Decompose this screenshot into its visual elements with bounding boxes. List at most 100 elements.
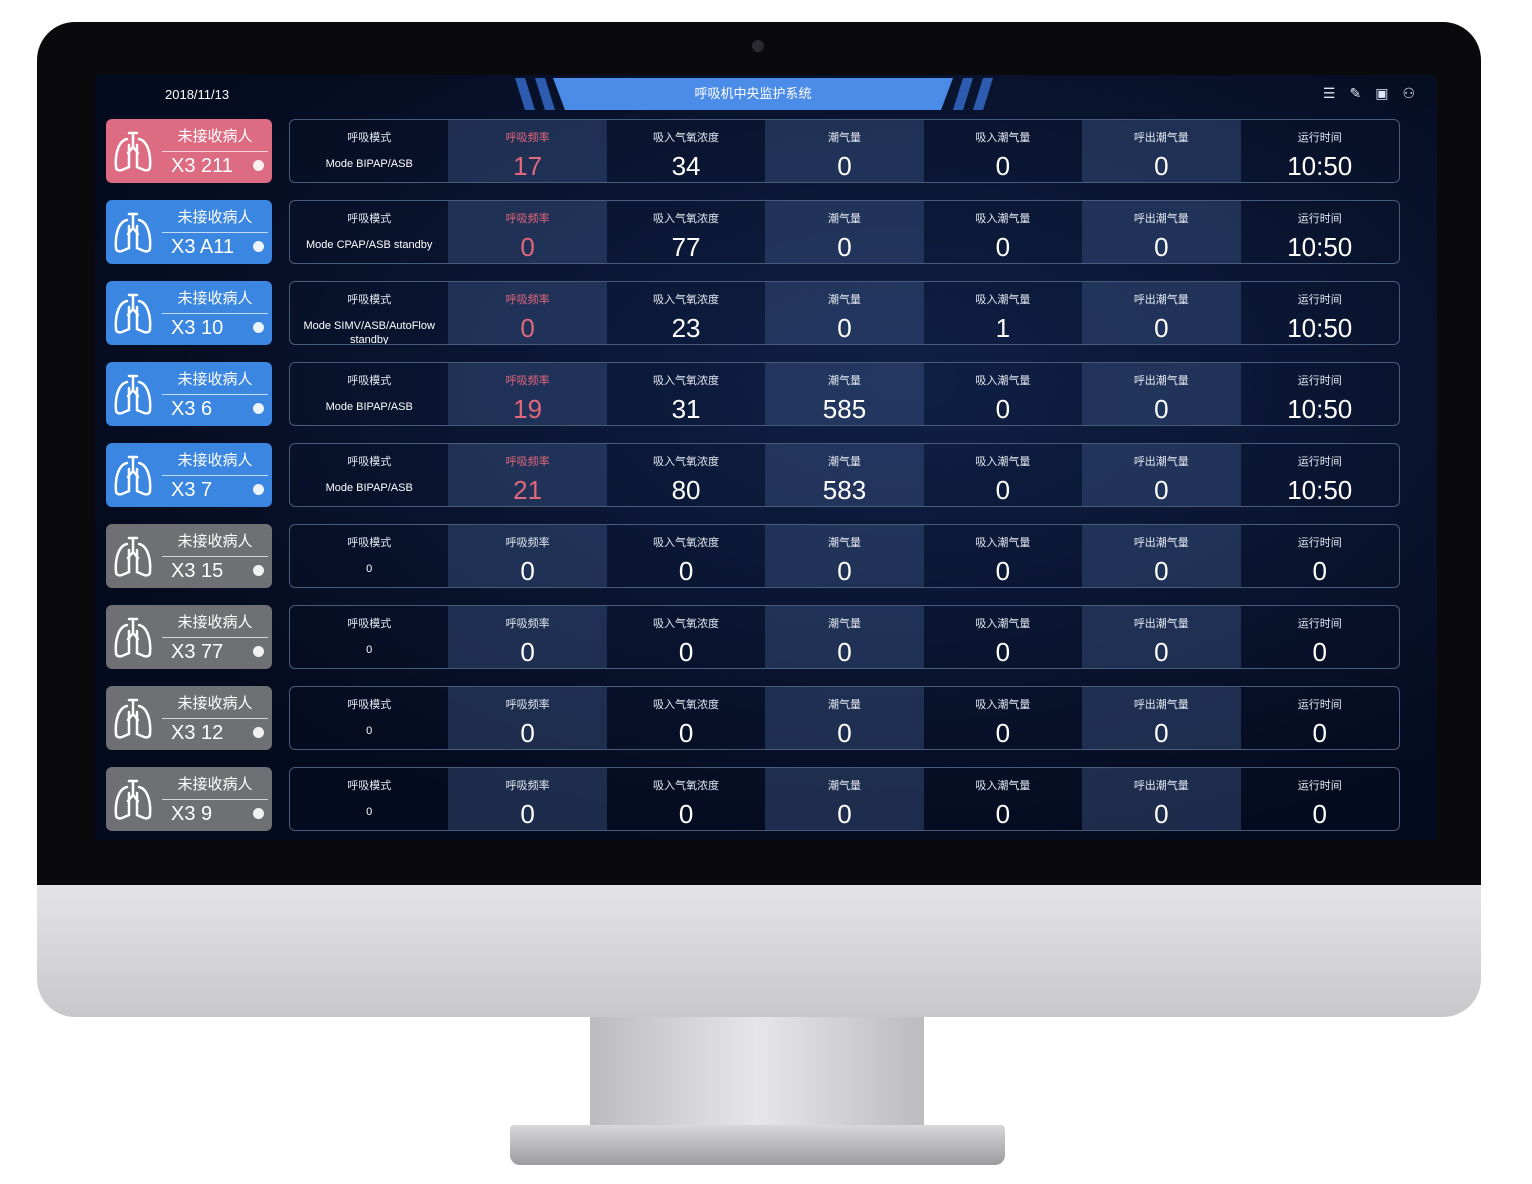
metric-value: 0	[837, 718, 852, 748]
metric-cell: 运行时间 10:50	[1241, 282, 1399, 344]
metric-value: 0	[1154, 151, 1169, 181]
metric-value: 0	[678, 556, 694, 586]
patient-row: 未接收病人 X3 15 呼吸模式 0 呼吸频率 0 吸入气氧浓度 0 潮气量 0 吸入潮气量 0 呼…	[106, 524, 1400, 588]
metric-cell: 吸入气氧浓度 31	[607, 363, 765, 425]
cell-label: 呼吸模式	[347, 132, 392, 144]
cell-label: 运行时间	[1297, 294, 1342, 306]
cell-label: 潮气量	[827, 294, 861, 306]
lungs-icon	[112, 534, 154, 578]
metric-cell: 呼出潮气量 0	[1082, 768, 1241, 830]
edit-note-icon[interactable]: ✎	[1349, 85, 1362, 101]
patient-status: 未接收病人	[162, 530, 268, 557]
edit-icon[interactable]	[253, 403, 264, 414]
metric-cell: 呼出潮气量 0	[1082, 525, 1241, 587]
edit-icon[interactable]	[253, 241, 264, 252]
cell-label: 呼吸频率	[505, 213, 550, 225]
lungs-icon	[112, 129, 154, 173]
metric-cell: 潮气量 0	[765, 120, 924, 182]
menu-list-icon[interactable]: ☰	[1322, 85, 1336, 101]
edit-icon[interactable]	[253, 727, 264, 738]
metric-cell: 吸入潮气量 0	[924, 687, 1082, 749]
bed-card[interactable]: 未接收病人 X3 10	[106, 281, 272, 345]
lungs-icon	[112, 210, 154, 254]
cell-label: 吸入气氧浓度	[653, 456, 720, 468]
edit-icon[interactable]	[253, 808, 264, 819]
layout-icon[interactable]: ▣	[1375, 85, 1389, 101]
metric-value: 0	[837, 637, 852, 667]
bed-number: X3 77	[171, 641, 224, 663]
metric-value: 31	[671, 394, 701, 424]
cell-label: 吸入气氧浓度	[653, 618, 720, 630]
screen: 2018/11/13 呼吸机中央监护系统 ☰ ✎ ▣ ⚇ 未接收病人 X3 21…	[95, 75, 1437, 840]
patient-status: 未接收病人	[162, 449, 268, 476]
metric-value: 10:50	[1287, 394, 1353, 424]
metric-value: 0	[1154, 475, 1169, 505]
metric-cell: 运行时间 0	[1241, 687, 1399, 749]
cell-label: 运行时间	[1297, 213, 1342, 225]
metric-value: 34	[671, 151, 701, 181]
mode-cell: 呼吸模式 Mode BIPAP/ASB	[290, 120, 448, 182]
metric-cell: 吸入气氧浓度 77	[607, 201, 765, 263]
metric-value: 10:50	[1287, 232, 1353, 262]
metric-value: 0	[520, 232, 535, 262]
mode-cell: 呼吸模式 Mode BIPAP/ASB	[290, 363, 448, 425]
cell-label: 运行时间	[1297, 618, 1342, 630]
metric-cell: 呼吸频率 0	[448, 687, 607, 749]
metric-value: 19	[513, 394, 543, 424]
monitor-base	[510, 1125, 1005, 1165]
bed-card[interactable]: 未接收病人 X3 15	[106, 524, 272, 588]
metric-value: 0	[678, 799, 694, 829]
metric-cell: 运行时间 0	[1241, 768, 1399, 830]
metric-value: 0	[1154, 232, 1169, 262]
cell-label: 潮气量	[827, 456, 861, 468]
user-icon[interactable]: ⚇	[1402, 85, 1415, 101]
metric-value: 0	[1154, 799, 1169, 829]
cell-label: 运行时间	[1297, 780, 1342, 792]
bed-card[interactable]: 未接收病人 X3 12	[106, 686, 272, 750]
edit-icon[interactable]	[253, 160, 264, 171]
mode-value: 0	[366, 806, 373, 818]
bed-card[interactable]: 未接收病人 X3 A11	[106, 200, 272, 264]
bed-card[interactable]: 未接收病人 X3 211	[106, 119, 272, 183]
bed-card[interactable]: 未接收病人 X3 6	[106, 362, 272, 426]
mode-cell: 呼吸模式 0	[290, 525, 448, 587]
bed-number: X3 12	[171, 722, 224, 744]
edit-icon[interactable]	[253, 646, 264, 657]
patient-status: 未接收病人	[162, 611, 268, 638]
metric-value: 0	[1154, 718, 1169, 748]
metric-cell: 呼吸频率 21	[448, 444, 607, 506]
bed-card[interactable]: 未接收病人 X3 9	[106, 767, 272, 831]
edit-icon[interactable]	[253, 484, 264, 495]
metric-value: 0	[1154, 556, 1169, 586]
metric-cell: 运行时间 0	[1241, 525, 1399, 587]
metric-cell: 潮气量 585	[765, 363, 924, 425]
metric-cell: 潮气量 583	[765, 444, 924, 506]
metrics-panel: 呼吸模式 Mode BIPAP/ASB 呼吸频率 19 吸入气氧浓度 31 潮气量 585 吸入…	[289, 362, 1400, 426]
edit-icon[interactable]	[253, 565, 264, 576]
metrics-panel: 呼吸模式 Mode BIPAP/ASB 呼吸频率 21 吸入气氧浓度 80 潮气量 583 吸入…	[289, 443, 1400, 507]
metric-cell: 运行时间 10:50	[1241, 363, 1399, 425]
metric-value: 0	[995, 556, 1011, 586]
metric-value: 0	[837, 232, 852, 262]
cell-label: 呼出潮气量	[1133, 699, 1189, 711]
patient-status: 未接收病人	[162, 125, 268, 152]
mode-cell: 呼吸模式 Mode BIPAP/ASB	[290, 444, 448, 506]
cell-label: 运行时间	[1297, 456, 1342, 468]
cell-label: 吸入气氧浓度	[653, 375, 720, 387]
mode-cell: 呼吸模式 0	[290, 606, 448, 668]
bed-card[interactable]: 未接收病人 X3 77	[106, 605, 272, 669]
cell-label: 呼出潮气量	[1133, 294, 1189, 306]
title-decoration	[535, 78, 555, 110]
metric-cell: 吸入潮气量 0	[924, 201, 1082, 263]
metric-cell: 吸入潮气量 0	[924, 120, 1082, 182]
metric-value: 10:50	[1287, 151, 1353, 181]
bed-card[interactable]: 未接收病人 X3 7	[106, 443, 272, 507]
metrics-panel: 呼吸模式 0 呼吸频率 0 吸入气氧浓度 0 潮气量 0 吸入潮气量 0 呼出潮气量 0 运行时间 0	[289, 767, 1400, 831]
metric-cell: 潮气量 0	[765, 606, 924, 668]
mode-value: Mode BIPAP/ASB	[325, 401, 413, 413]
metric-value: 0	[520, 718, 535, 748]
edit-icon[interactable]	[253, 322, 264, 333]
metric-cell: 吸入气氧浓度 34	[607, 120, 765, 182]
patient-row: 未接收病人 X3 9 呼吸模式 0 呼吸频率 0 吸入气氧浓度 0 潮气量 0 吸入潮气量 0 呼出…	[106, 767, 1400, 831]
mode-cell: 呼吸模式 0	[290, 687, 448, 749]
